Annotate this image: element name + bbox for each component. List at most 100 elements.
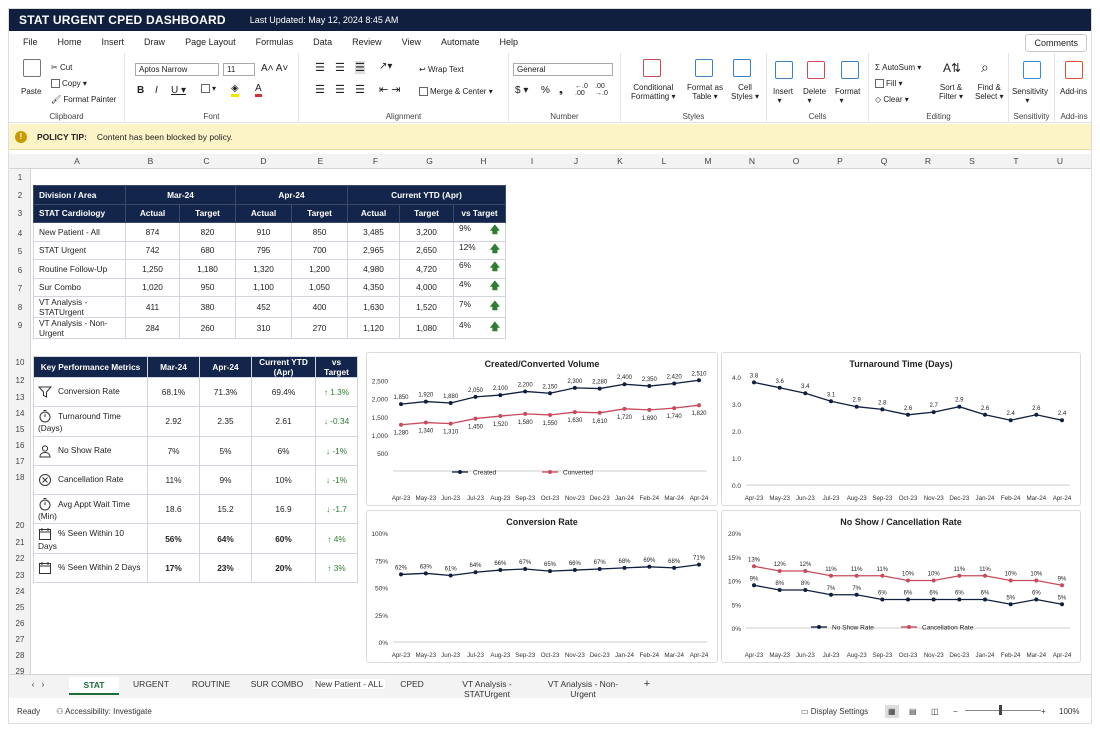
- value-cell[interactable]: 742: [125, 240, 180, 260]
- data-point[interactable]: [854, 404, 859, 409]
- value-cell[interactable]: 2,650: [399, 240, 454, 260]
- row-header-2[interactable]: 2: [17, 191, 23, 200]
- row-header-12[interactable]: 12: [15, 376, 25, 385]
- vs-target-header[interactable]: vs Target: [453, 203, 506, 223]
- column-header-d[interactable]: D: [260, 156, 267, 166]
- align-center-icon[interactable]: ☰: [335, 84, 345, 96]
- column-header-a[interactable]: A: [74, 156, 80, 166]
- tab-stat[interactable]: STAT: [69, 677, 119, 695]
- column-header-r[interactable]: R: [924, 156, 932, 166]
- value-cell[interactable]: 260: [179, 317, 236, 339]
- data-point[interactable]: [854, 592, 859, 597]
- bold-icon[interactable]: B: [137, 85, 145, 96]
- kpi-value-cell[interactable]: 18.6: [147, 494, 200, 525]
- addins-icon[interactable]: [1065, 61, 1083, 79]
- format-as-table-icon[interactable]: [695, 59, 713, 77]
- kpi-vs-target-cell[interactable]: ↓ -0.34: [315, 406, 358, 437]
- kpi-value-cell[interactable]: 15.2: [199, 494, 252, 525]
- data-point[interactable]: [777, 385, 782, 390]
- align-bottom-icon[interactable]: ☰: [355, 61, 365, 74]
- data-point[interactable]: [697, 378, 701, 383]
- zoom-slider[interactable]: [965, 710, 1041, 711]
- data-point[interactable]: [548, 412, 552, 417]
- data-point[interactable]: [498, 568, 503, 573]
- sort-filter-icon[interactable]: A⇅: [943, 61, 962, 75]
- data-point[interactable]: [829, 399, 833, 404]
- font-size-select[interactable]: 11: [223, 63, 255, 76]
- page-break-view-icon[interactable]: ◫: [931, 706, 939, 716]
- column-header-f[interactable]: F: [372, 156, 379, 166]
- kpi-value-cell[interactable]: 71.3%: [199, 376, 252, 408]
- tab-new-patient-all[interactable]: New Patient - ALL: [313, 679, 385, 689]
- kpi-name-cell[interactable]: % Seen Within 2 Days: [33, 552, 148, 584]
- column-header-c[interactable]: C: [203, 156, 210, 166]
- column-header-t[interactable]: T: [1013, 156, 1019, 166]
- data-point[interactable]: [597, 386, 602, 391]
- data-point[interactable]: [983, 597, 987, 602]
- indent-icon[interactable]: ⇤ ⇥: [379, 84, 401, 96]
- value-cell[interactable]: 9% 🡅: [453, 222, 506, 242]
- data-point[interactable]: [399, 422, 403, 427]
- menu-page-layout[interactable]: Page Layout: [185, 37, 236, 47]
- row-header-20[interactable]: 20: [15, 521, 25, 530]
- value-cell[interactable]: 452: [235, 296, 292, 318]
- data-point[interactable]: [752, 583, 756, 588]
- data-point[interactable]: [597, 566, 602, 571]
- value-cell[interactable]: 2,965: [347, 240, 400, 260]
- division-name-cell[interactable]: STAT Urgent: [33, 240, 126, 260]
- data-point[interactable]: [572, 568, 577, 573]
- value-cell[interactable]: 1,180: [179, 259, 236, 279]
- format-cells-icon[interactable]: [841, 61, 859, 79]
- data-point[interactable]: [423, 399, 428, 404]
- kpi-name-cell[interactable]: Turnaround Time (Days): [33, 406, 148, 437]
- kpi-vs-target-cell[interactable]: ↓ -1.7: [315, 494, 358, 525]
- value-cell[interactable]: 1,080: [399, 317, 454, 339]
- kpi-value-cell[interactable]: 7%: [147, 435, 200, 466]
- data-point[interactable]: [777, 569, 782, 573]
- data-point[interactable]: [523, 411, 528, 416]
- division-name-cell[interactable]: VT Analysis - STATUrgent: [33, 296, 126, 318]
- value-cell[interactable]: 1,200: [291, 259, 348, 279]
- stat-cardiology-header[interactable]: STAT Cardiology: [33, 203, 126, 223]
- insert-cells-icon[interactable]: [775, 61, 793, 79]
- kpi-value-cell[interactable]: 5%: [199, 435, 252, 466]
- normal-view-icon[interactable]: ▦: [885, 704, 899, 718]
- delete-cells-button[interactable]: Delete ▾: [803, 87, 827, 105]
- data-point[interactable]: [423, 571, 428, 576]
- orientation-icon[interactable]: ↗▾: [379, 61, 393, 72]
- data-point[interactable]: [1008, 578, 1013, 583]
- tab-vt-statuurgent[interactable]: VT Analysis - STATUrgent: [462, 679, 512, 699]
- menu-formulas[interactable]: Formulas: [255, 37, 294, 47]
- value-cell[interactable]: 850: [291, 222, 348, 242]
- font-color-icon[interactable]: A: [255, 83, 262, 97]
- data-point[interactable]: [906, 597, 910, 602]
- kpi-header[interactable]: Key Performance Metrics: [33, 356, 148, 378]
- comma-icon[interactable]: ❟: [559, 85, 563, 96]
- data-point[interactable]: [647, 384, 652, 389]
- created-converted-chart[interactable]: Created/Converted Volume 2,500 2,000 1,500 1…: [366, 352, 718, 506]
- value-cell[interactable]: 411: [125, 296, 180, 318]
- division-name-cell[interactable]: New Patient - All: [33, 222, 126, 242]
- menu-draw[interactable]: Draw: [144, 37, 166, 47]
- value-cell[interactable]: 310: [235, 317, 292, 339]
- data-point[interactable]: [880, 407, 885, 412]
- division-name-cell[interactable]: Sur Combo: [33, 277, 126, 297]
- data-point[interactable]: [957, 597, 962, 602]
- column-header-h[interactable]: H: [480, 156, 487, 166]
- division-name-cell[interactable]: Routine Follow-Up: [33, 259, 126, 279]
- data-point[interactable]: [803, 391, 808, 396]
- cut-button[interactable]: ✂ Cut: [51, 63, 72, 72]
- fill-color-icon[interactable]: ◈: [231, 83, 239, 97]
- row-header-7[interactable]: 7: [17, 284, 23, 293]
- value-cell[interactable]: 270: [291, 317, 348, 339]
- mar-24-header[interactable]: Mar-24: [125, 185, 236, 205]
- value-cell[interactable]: 1,320: [235, 259, 292, 279]
- kpi-value-cell[interactable]: 2.35: [199, 406, 252, 437]
- worksheet[interactable]: Division / Area Mar-24 Apr-24 Current YT…: [31, 169, 1091, 674]
- data-point[interactable]: [473, 570, 478, 575]
- grow-font-icon[interactable]: A˄ A˅: [261, 63, 289, 74]
- target-header[interactable]: Target: [399, 203, 454, 223]
- kpi-name-cell[interactable]: Conversion Rate: [33, 376, 148, 408]
- tab-sur-combo[interactable]: SUR COMBO: [250, 679, 304, 689]
- data-point[interactable]: [473, 416, 478, 421]
